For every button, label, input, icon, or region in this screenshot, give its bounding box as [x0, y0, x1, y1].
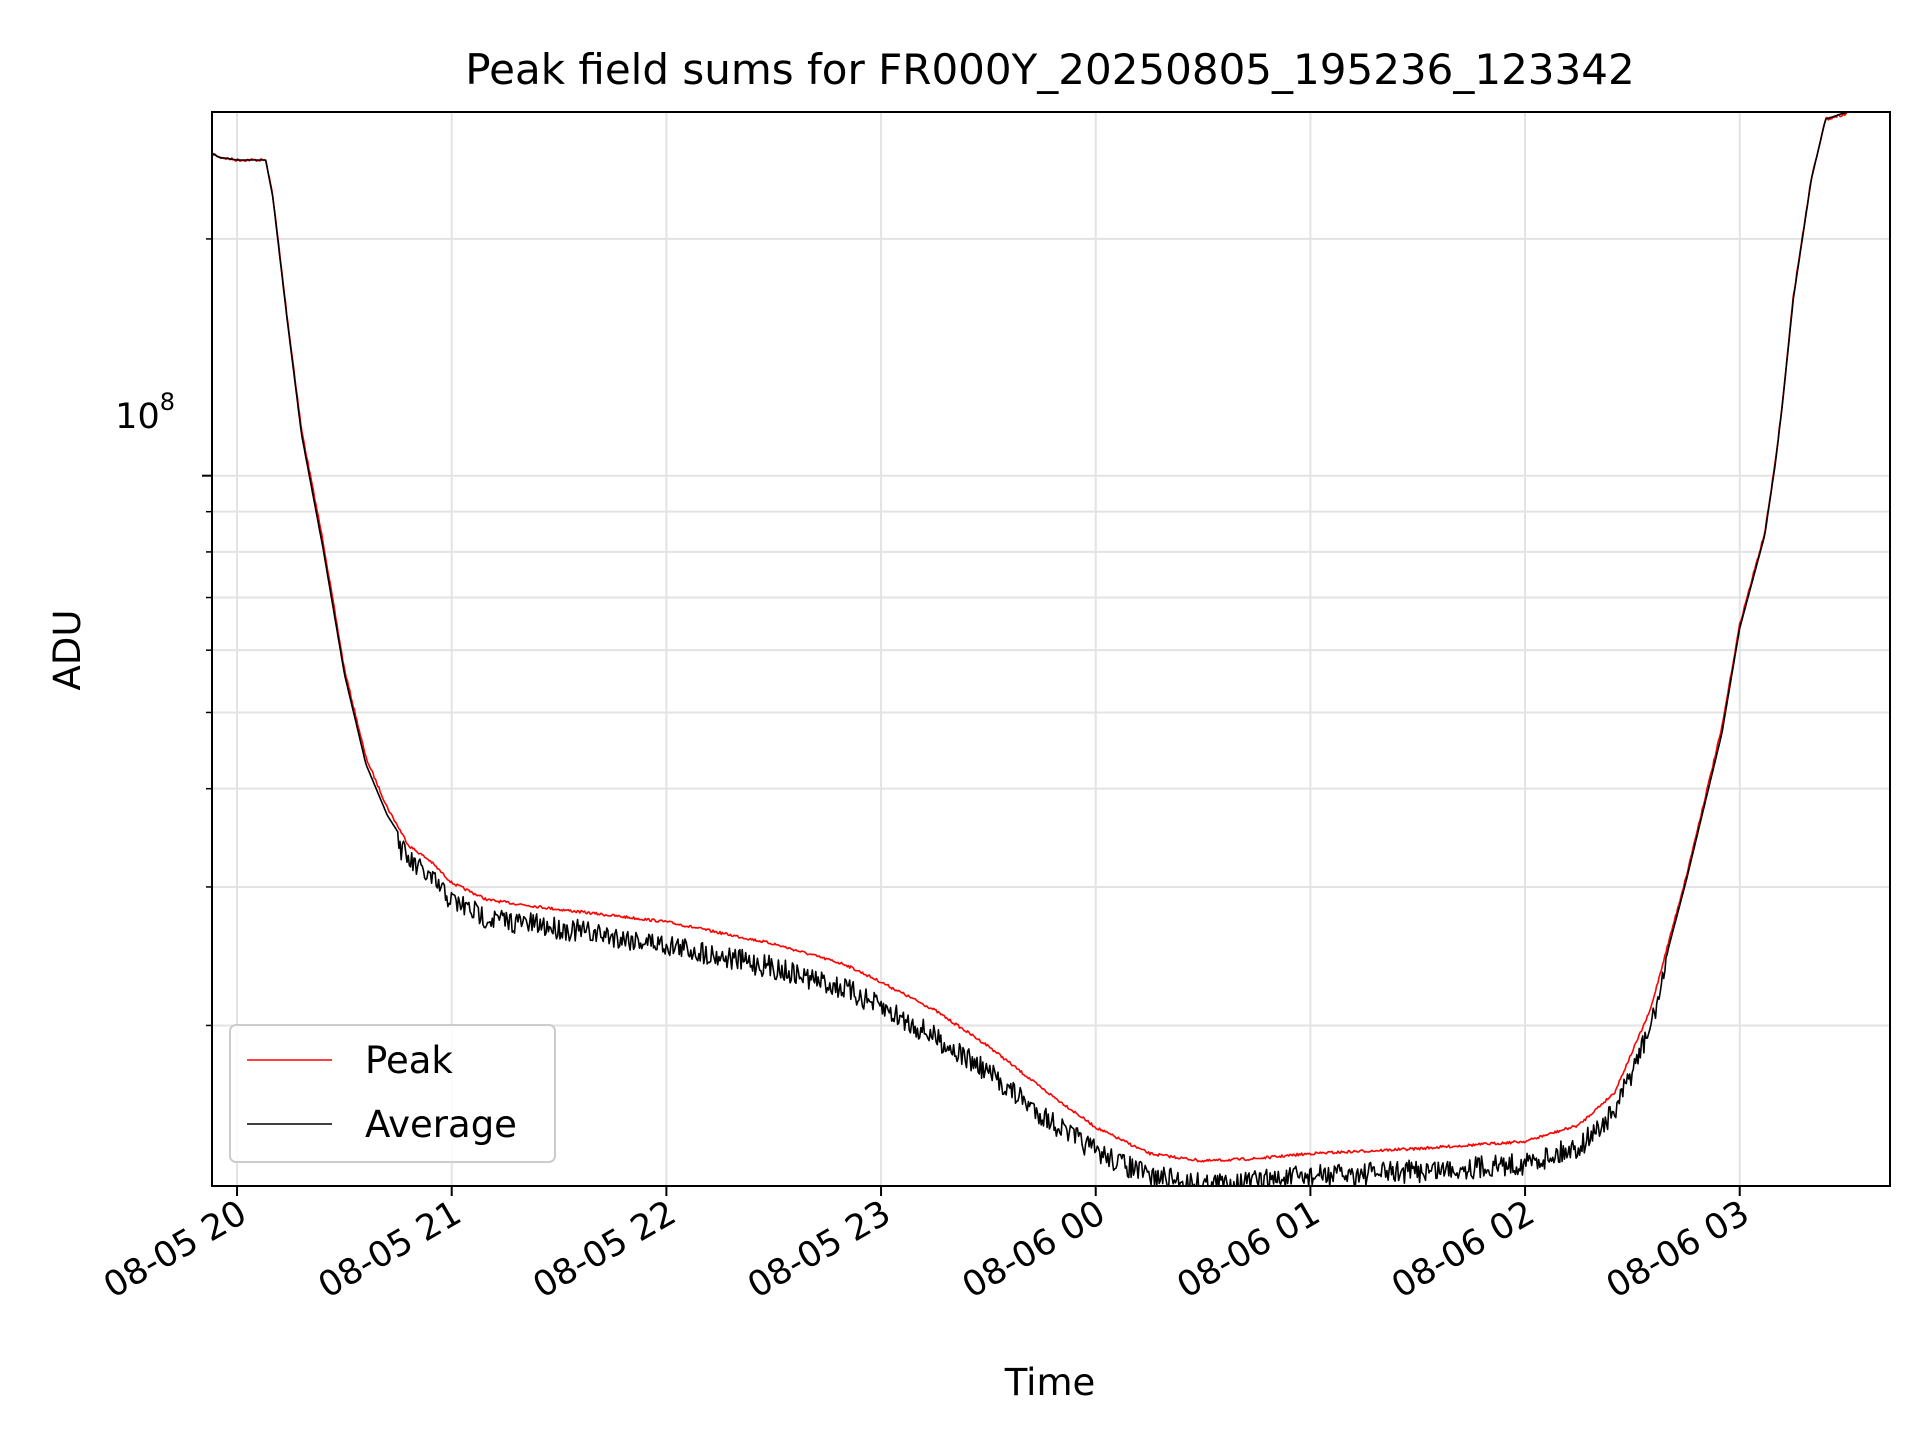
y-major-tick-label: 108	[115, 388, 175, 437]
chart-title: Peak field sums for FR000Y_20250805_1952…	[465, 45, 1634, 94]
legend-label-peak: Peak	[365, 1039, 453, 1082]
series-line-average	[212, 112, 1848, 1186]
plot-frame	[211, 111, 1891, 1187]
x-axis-label: Time	[1004, 1361, 1096, 1404]
y-tick-base: 10	[115, 397, 160, 437]
legend-label-average: Average	[365, 1103, 517, 1146]
series-line-peak	[212, 112, 1848, 1163]
y-axis-label: ADU	[46, 610, 89, 691]
grid-lines	[212, 112, 1890, 1186]
series-lines	[212, 112, 1848, 1186]
y-tick-exponent: 8	[160, 388, 175, 416]
legend: Peak Average	[229, 1024, 556, 1163]
svg-text:108: 108	[115, 388, 175, 437]
